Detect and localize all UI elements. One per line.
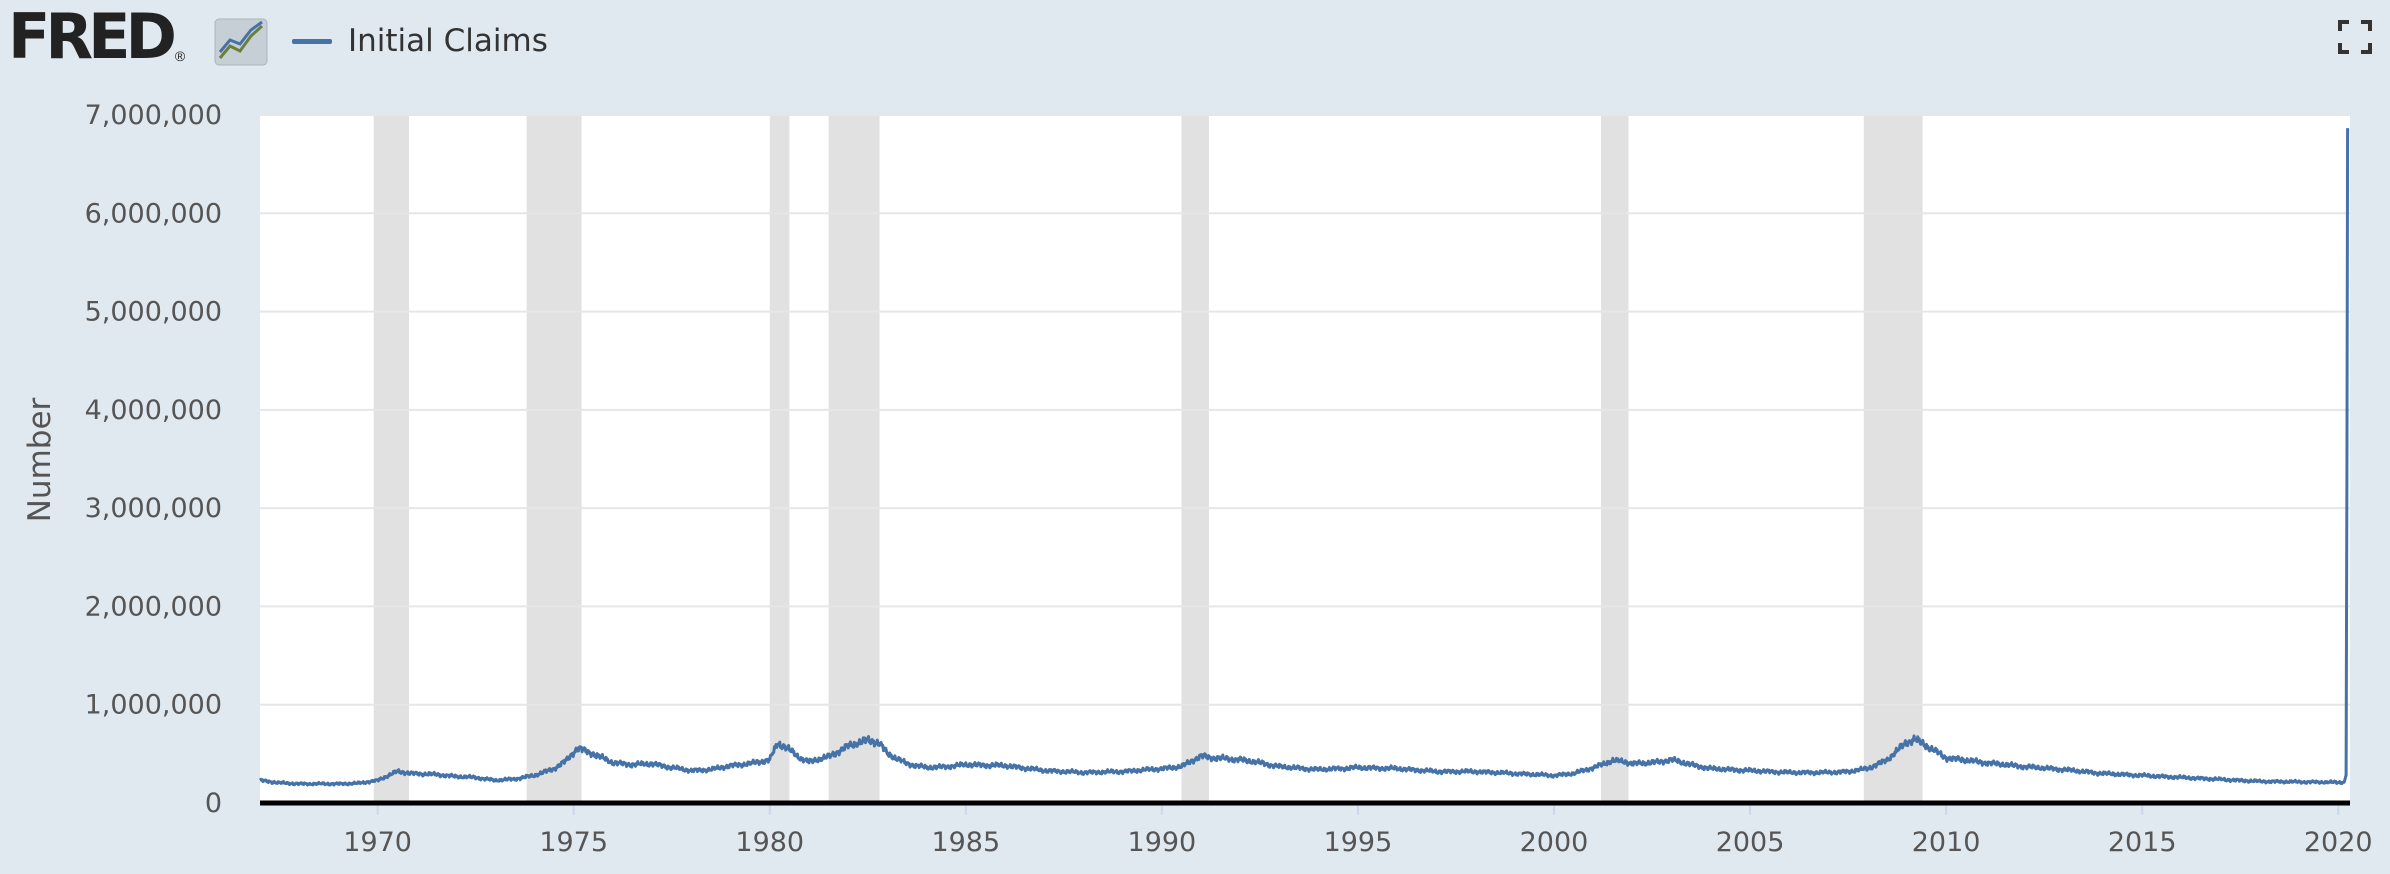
series-line-initial-claims bbox=[259, 128, 2350, 787]
y-tick-label: 4,000,000 bbox=[85, 395, 222, 426]
x-tick-label: 2005 bbox=[1716, 827, 1785, 858]
recession-band bbox=[1601, 115, 1629, 803]
registered-mark: ® bbox=[174, 48, 186, 64]
y-tick-label: 1,000,000 bbox=[85, 690, 222, 721]
x-tick-label: 1970 bbox=[343, 827, 412, 858]
fullscreen-icon[interactable] bbox=[2338, 20, 2372, 54]
legend-swatch bbox=[292, 38, 332, 44]
x-tick-label: 2015 bbox=[2108, 827, 2177, 858]
recession-band bbox=[373, 115, 410, 803]
fred-logo[interactable]: FRED ® bbox=[8, 6, 185, 68]
x-tick-label: 1985 bbox=[931, 827, 1000, 858]
recession-band bbox=[1863, 115, 1923, 803]
legend-label: Initial Claims bbox=[348, 23, 548, 59]
fred-graph-icon[interactable] bbox=[214, 18, 268, 66]
x-tick-label: 2010 bbox=[1912, 827, 1981, 858]
fred-logo-text: FRED bbox=[8, 0, 177, 73]
chart-header: FRED ® Initial Claims bbox=[0, 0, 2390, 82]
x-tick-label: 2000 bbox=[1520, 827, 1589, 858]
y-tick-label: 3,000,000 bbox=[85, 493, 222, 524]
y-tick-label: 6,000,000 bbox=[85, 198, 222, 229]
y-tick-label: 2,000,000 bbox=[85, 591, 222, 622]
plot-area bbox=[260, 115, 2350, 803]
y-tick-label: 5,000,000 bbox=[85, 297, 222, 328]
y-tick-label: 0 bbox=[205, 788, 222, 819]
recession-band bbox=[526, 115, 582, 803]
recession-band bbox=[828, 115, 880, 803]
recession-band bbox=[769, 115, 790, 803]
chart-legend: Initial Claims bbox=[292, 20, 548, 62]
x-tick-label: 1980 bbox=[735, 827, 804, 858]
recession-band bbox=[1181, 115, 1209, 803]
x-tick-label: 1975 bbox=[539, 827, 608, 858]
x-tick-label: 1990 bbox=[1128, 827, 1197, 858]
y-tick-label: 7,000,000 bbox=[85, 100, 222, 131]
x-tick-label: 2020 bbox=[2304, 827, 2373, 858]
x-tick-label: 1995 bbox=[1324, 827, 1393, 858]
